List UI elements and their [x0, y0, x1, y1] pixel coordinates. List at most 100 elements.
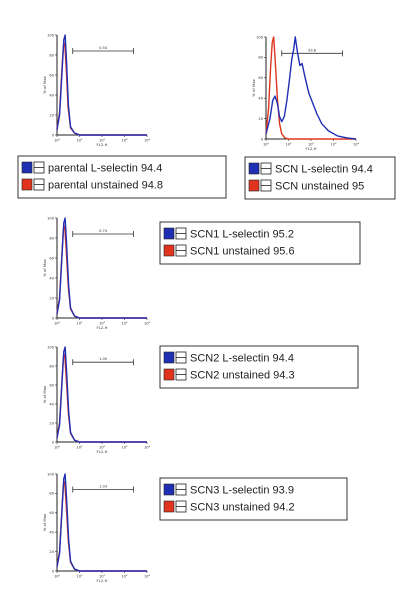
- legend: SCN2 L-selectin 94.4 SCN2 unstained 94.3: [159, 345, 359, 389]
- x-tick-label: 10⁰: [54, 446, 61, 450]
- histogram-panel: 0 20 40 60 80 100 10⁰ 10¹ 10² 10³ 10⁴ FL2-H % of Max…: [42, 345, 359, 454]
- legend-item: SCN1 L-selectin 95.2: [163, 227, 294, 241]
- legend: SCN L-selectin 94.4 SCN unstained 95: [244, 156, 396, 200]
- y-tick-label: 100: [47, 216, 55, 220]
- stained-histogram-line: [56, 217, 147, 319]
- legend-label: SCN3 L-selectin 93.9: [190, 485, 294, 497]
- y-tick-label: 40: [49, 93, 54, 97]
- legend-item: SCN3 L-selectin 93.9: [163, 483, 294, 497]
- histogram-panel: 0 20 40 60 80 100 10⁰ 10¹ 10² 10³ 10⁴ FL2-H % of Max…: [42, 216, 361, 330]
- histogram-panel: 0 20 40 60 80 100 10⁰ 10¹ 10² 10³ 10⁴ FL2-H % of Max…: [17, 33, 227, 199]
- x-axis-label: FL2-H: [97, 578, 108, 583]
- y-tick-label: 40: [258, 97, 263, 101]
- x-tick-label: 10⁰: [54, 139, 61, 143]
- histogram-panel: 0 20 40 60 80 100 10⁰ 10¹ 10² 10³ 10⁴ FL2-H % of Max…: [42, 472, 348, 583]
- y-tick-label: 100: [47, 33, 55, 37]
- gate-label: 0.54: [99, 46, 108, 50]
- y-tick-label: 40: [49, 276, 54, 280]
- y-axis-label: % of Max: [42, 75, 47, 93]
- legend-swatch: [21, 161, 33, 174]
- y-tick-label: 100: [47, 345, 55, 349]
- y-tick-label: 0: [52, 440, 55, 444]
- x-tick-label: 10⁰: [263, 143, 270, 147]
- legend-item: SCN2 unstained 94.3: [163, 368, 295, 382]
- gate-label: 1.00: [99, 357, 108, 361]
- x-tick-label: 10¹: [76, 322, 83, 326]
- x-tick-label: 10¹: [285, 143, 292, 147]
- legend-frame: [159, 345, 359, 389]
- gate-label: 93.8: [308, 48, 317, 52]
- y-tick-label: 40: [49, 531, 54, 535]
- legend: SCN3 L-selectin 93.9 SCN3 unstained 94.2: [159, 477, 348, 521]
- x-tick-label: 10²: [99, 139, 106, 143]
- legend-label: SCN2 unstained 94.3: [190, 370, 295, 382]
- y-tick-label: 20: [49, 113, 54, 117]
- legend-swatch: [163, 244, 175, 257]
- gate-label: 0.74: [99, 229, 108, 233]
- legend-label: SCN3 unstained 94.2: [190, 502, 295, 514]
- y-tick-label: 80: [258, 56, 263, 60]
- x-axis-label: FL2-H: [306, 146, 317, 151]
- legend-swatch: [248, 179, 260, 192]
- legend-swatch: [21, 178, 33, 191]
- gate-label: 1.03: [99, 485, 107, 489]
- legend-item: SCN1 unstained 95.6: [163, 244, 295, 258]
- legend-item: SCN L-selectin 94.4: [248, 162, 373, 176]
- legend-item: SCN2 L-selectin 94.4: [163, 351, 294, 365]
- y-axis-label: % of Max: [251, 78, 256, 96]
- y-tick-label: 0: [52, 316, 55, 320]
- y-tick-label: 40: [49, 402, 54, 406]
- x-tick-label: 10³: [330, 143, 337, 147]
- stained-histogram-line: [56, 473, 147, 572]
- legend-frame: [159, 221, 361, 265]
- histogram-panel: 0 20 40 60 80 100 10⁰ 10¹ 10² 10³ 10⁴ FL2-H % of Max…: [244, 35, 396, 200]
- x-axis-label: FL2-H: [97, 325, 108, 330]
- stained-histogram-line: [56, 346, 147, 443]
- x-tick-label: 10⁰: [54, 575, 61, 579]
- x-tick-label: 10⁴: [353, 143, 360, 147]
- legend-label: SCN L-selectin 94.4: [275, 164, 373, 176]
- legend-item: parental unstained 94.8: [21, 178, 163, 192]
- y-tick-label: 80: [49, 53, 54, 57]
- y-tick-label: 0: [52, 569, 55, 573]
- x-axis-label: FL2-H: [97, 449, 108, 454]
- legend-item: SCN unstained 95: [248, 179, 364, 193]
- legend-swatch: [163, 368, 175, 381]
- x-tick-label: 10⁴: [144, 139, 151, 143]
- y-axis-label: % of Max: [42, 513, 47, 531]
- legend-swatch: [163, 500, 175, 513]
- y-tick-label: 100: [256, 35, 264, 39]
- y-tick-label: 60: [49, 256, 54, 260]
- y-tick-label: 60: [49, 383, 54, 387]
- y-tick-label: 100: [47, 472, 55, 476]
- y-tick-label: 80: [49, 364, 54, 368]
- legend-label: SCN unstained 95: [275, 181, 364, 193]
- legend-swatch: [163, 483, 175, 496]
- legend-item: SCN3 unstained 94.2: [163, 500, 295, 514]
- y-tick-label: 60: [258, 76, 263, 80]
- stained-histogram-line: [265, 36, 357, 140]
- legend-label: parental L-selectin 94.4: [48, 163, 162, 175]
- x-tick-label: 10²: [99, 446, 106, 450]
- x-tick-label: 10⁰: [54, 322, 61, 326]
- unstained-histogram-line: [265, 36, 356, 140]
- x-tick-label: 10³: [121, 446, 128, 450]
- legend: parental L-selectin 94.4 parental unstain…: [17, 155, 227, 199]
- y-tick-label: 0: [261, 137, 264, 141]
- x-tick-label: 10⁴: [144, 322, 151, 326]
- y-tick-label: 20: [258, 117, 263, 121]
- legend-label: SCN2 L-selectin 94.4: [190, 353, 294, 365]
- x-axis-label: FL2-H: [97, 142, 108, 147]
- legend-frame: [17, 155, 227, 199]
- x-tick-label: 10²: [99, 322, 106, 326]
- y-axis-label: % of Max: [42, 385, 47, 403]
- legend-label: SCN1 unstained 95.6: [190, 246, 295, 258]
- y-tick-label: 80: [49, 236, 54, 240]
- legend-label: SCN1 L-selectin 95.2: [190, 229, 294, 241]
- x-tick-label: 10³: [121, 575, 128, 579]
- x-tick-label: 10³: [121, 322, 128, 326]
- y-axis-label: % of Max: [42, 258, 47, 276]
- y-tick-label: 20: [49, 421, 54, 425]
- x-tick-label: 10¹: [76, 575, 83, 579]
